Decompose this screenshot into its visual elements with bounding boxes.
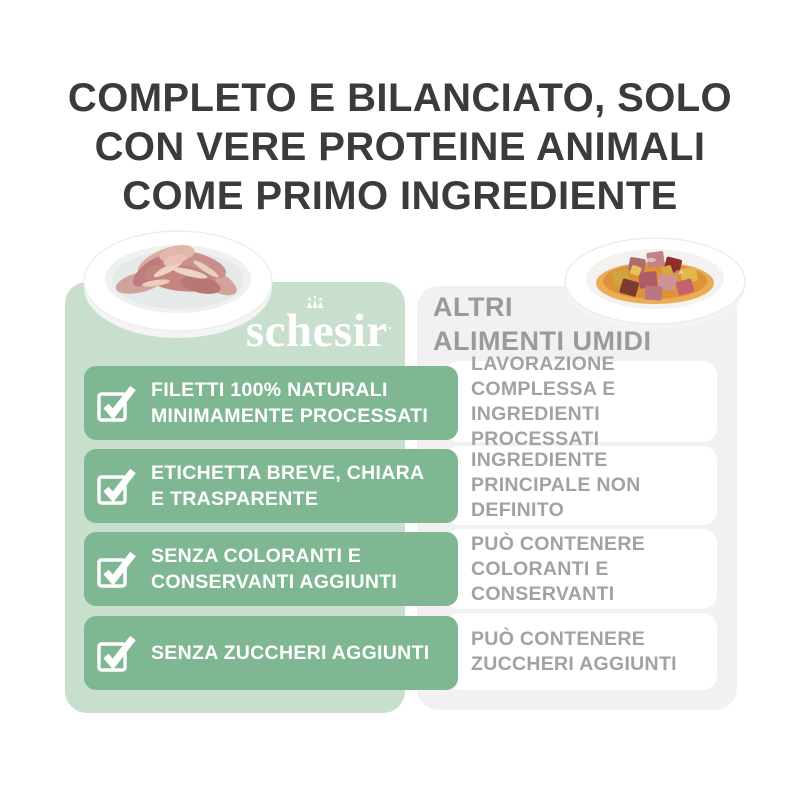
page-title: COMPLETO E BILANCIATO, SOLO CON VERE PRO… [67,76,733,218]
benefit-card: FILETTI 100% NATURALI MINIMAMENTE PROCES… [84,366,458,440]
benefit-card: SENZA ZUCCHERI AGGIUNTI [84,616,458,690]
trademark-dot: · [387,320,392,335]
benefit-text: ETICHETTA BREVE, CHIARA E TRASPARENTE [151,462,425,510]
benefit-text: SENZA ZUCCHERI AGGIUNTI [151,642,430,664]
checkbox-checked-icon [96,467,138,505]
benefit-text: SENZA COLORANTI E CONSERVANTI AGGIUNTI [151,545,398,593]
drawback-card: LAVORAZIONE COMPLESSA E INGREDIENTI PROC… [445,353,717,450]
checkbox-checked-icon [96,384,138,422]
drawback-card: PUÒ CONTENERE ZUCCHERI AGGIUNTI [445,613,717,690]
crown-icon [304,296,326,309]
drawback-text: PUÒ CONTENERE COLORANTI E CONSERVANTI [471,532,646,605]
schesir-plate-photo [80,223,276,341]
benefit-text: FILETTI 100% NATURALI MINIMAMENTE PROCES… [151,379,429,427]
drawback-text: INGREDIENTE PRINCIPALE NON DEFINITO [471,449,641,521]
drawback-card: PUÒ CONTENERE COLORANTI E CONSERVANTI [445,529,717,609]
others-plate-photo [561,228,749,330]
drawback-card: INGREDIENTE PRINCIPALE NON DEFINITO [445,446,717,525]
benefit-card: ETICHETTA BREVE, CHIARA E TRASPARENTE [84,449,458,523]
brand-name: schesir [245,305,388,357]
others-column-header: ALTRI ALIMENTI UMIDI [433,292,652,356]
checkbox-checked-icon [96,634,138,672]
drawback-text: PUÒ CONTENERE ZUCCHERI AGGIUNTI [471,627,677,675]
checkbox-checked-icon [96,550,138,588]
schesir-logo: schesir· [0,296,392,357]
benefit-card: SENZA COLORANTI E CONSERVANTI AGGIUNTI [84,532,458,606]
drawback-text: LAVORAZIONE COMPLESSA E INGREDIENTI PROC… [471,352,616,450]
